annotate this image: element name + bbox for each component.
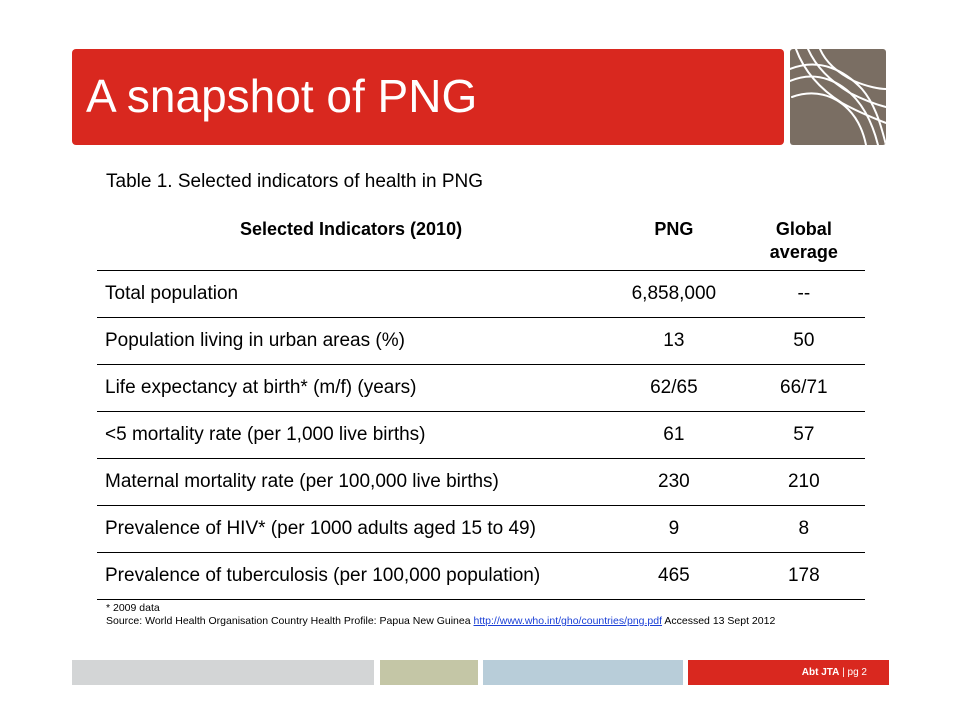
source-line: Source: World Health Organisation Countr…	[106, 615, 775, 628]
slide-title: A snapshot of PNG	[86, 70, 478, 122]
abt-logo-icon	[790, 49, 886, 145]
footer-bar-blue	[483, 660, 683, 685]
footnote: * 2009 data	[106, 602, 160, 614]
row-indicator: <5 mortality rate (per 1,000 live births…	[97, 411, 606, 459]
footer-page-number: pg 2	[847, 667, 867, 678]
source-prefix: Source: World Health Organisation Countr…	[106, 615, 471, 627]
footer-bar-olive	[380, 660, 478, 685]
header-indicator: Selected Indicators (2010)	[97, 212, 606, 271]
table-row: Prevalence of HIV* (per 1000 adults aged…	[97, 505, 865, 553]
row-indicator: Life expectancy at birth* (m/f) (years)	[97, 364, 606, 412]
row-global-value: 57	[742, 411, 865, 459]
table-header-row: Selected Indicators (2010) PNG Global av…	[97, 212, 865, 271]
table-row: Maternal mortality rate (per 100,000 liv…	[97, 458, 865, 506]
row-indicator: Prevalence of HIV* (per 1000 adults aged…	[97, 505, 606, 553]
title-bar: A snapshot of PNG	[72, 49, 784, 145]
row-png-value: 61	[605, 411, 743, 459]
row-png-value: 465	[605, 552, 743, 600]
table-row: <5 mortality rate (per 1,000 live births…	[97, 411, 865, 459]
logo	[790, 49, 886, 145]
table-caption: Table 1. Selected indicators of health i…	[106, 171, 484, 192]
row-png-value: 6,858,000	[605, 270, 743, 318]
row-png-value: 62/65	[605, 364, 743, 412]
table-notes: * 2009 data Source: World Health Organis…	[106, 602, 775, 628]
row-png-value: 230	[605, 458, 743, 506]
row-indicator: Maternal mortality rate (per 100,000 liv…	[97, 458, 606, 506]
health-indicators-table: Selected Indicators (2010) PNG Global av…	[97, 212, 865, 600]
row-global-value: 178	[742, 552, 865, 600]
table-row: Life expectancy at birth* (m/f) (years) …	[97, 364, 865, 412]
table-row: Population living in urban areas (%) 13 …	[97, 317, 865, 365]
row-indicator: Prevalence of tuberculosis (per 100,000 …	[97, 552, 606, 600]
footer-bar-gray	[72, 660, 374, 685]
row-indicator: Population living in urban areas (%)	[97, 317, 606, 365]
source-link[interactable]: http://www.who.int/gho/countries/png.pdf	[473, 615, 663, 627]
source-suffix: Accessed 13 Sept 2012	[664, 615, 776, 627]
footer-page-label: Abt JTA | pg 2	[688, 660, 889, 685]
footer-separator: |	[842, 667, 845, 678]
row-global-value: 66/71	[742, 364, 865, 412]
header-png: PNG	[605, 212, 743, 271]
row-global-value: --	[742, 270, 865, 318]
row-png-value: 9	[605, 505, 743, 553]
header-global-average: Global average	[742, 212, 865, 271]
row-global-value: 8	[742, 505, 865, 553]
table-row: Total population 6,858,000 --	[97, 270, 865, 318]
row-png-value: 13	[605, 317, 743, 365]
row-indicator: Total population	[97, 270, 606, 318]
footer-brand: Abt JTA	[801, 667, 840, 678]
row-global-value: 50	[742, 317, 865, 365]
row-global-value: 210	[742, 458, 865, 506]
table-row: Prevalence of tuberculosis (per 100,000 …	[97, 552, 865, 600]
